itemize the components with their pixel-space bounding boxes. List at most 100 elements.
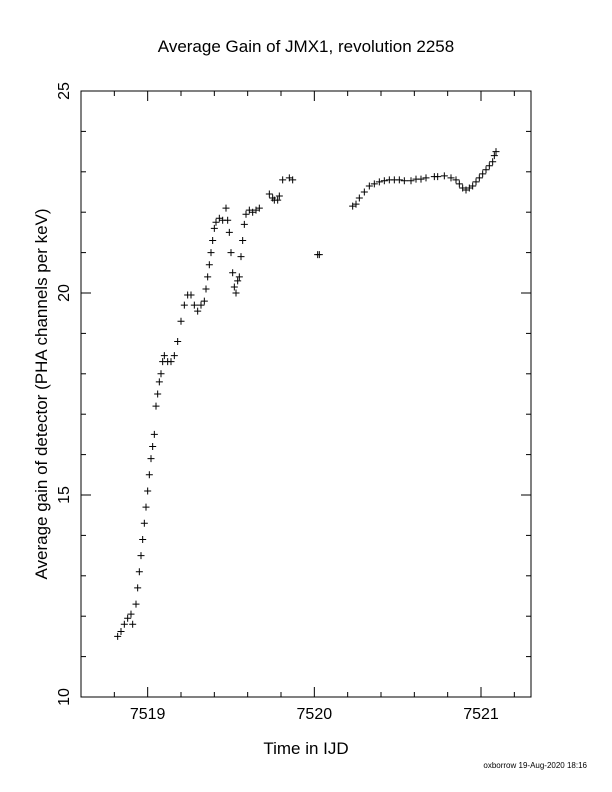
data-point [147,455,155,463]
data-point [422,174,430,182]
data-point [274,196,282,204]
data-point [129,620,137,628]
footer-credit: oxborrow 19-Aug-2020 18:16 [483,761,587,770]
data-point [190,301,198,309]
y-tick-label: 25 [56,82,73,100]
data-point [120,620,128,628]
data-point [155,378,163,386]
data-point [447,174,455,182]
data-point [240,220,248,228]
data-point [255,204,263,212]
data-point [265,190,273,198]
data-point [204,273,212,281]
data-point [375,178,383,186]
data-point [482,166,490,174]
data-point [210,224,218,232]
data-point [490,152,498,160]
data-point [187,291,195,299]
data-point [279,176,287,184]
data-point [114,632,122,640]
data-point [370,180,378,188]
x-tick-label: 7521 [463,706,499,723]
y-axis-label: Average gain of detector (PHA channels p… [32,208,51,579]
data-point [434,173,442,181]
y-tick-label: 20 [56,284,73,302]
data-point [360,188,368,196]
x-tick-label: 7519 [130,706,166,723]
data-point [197,301,205,309]
data-point [440,172,448,180]
data-point [139,535,147,543]
y-tick-label: 15 [56,486,73,504]
data-point [202,285,210,293]
data-point [352,200,360,208]
data-point [134,584,142,592]
data-point [417,175,425,183]
data-point [315,251,323,259]
chart-title: Average Gain of JMX1, revolution 2258 [158,37,454,56]
data-point [239,236,247,244]
data-point [212,218,220,226]
data-point [492,148,500,156]
data-point [117,628,125,636]
x-axis-ticks: 7519 7520 7521 [80,91,515,723]
data-point [235,273,243,281]
data-point [144,487,152,495]
data-point [237,253,245,261]
x-axis-label: Time in IJD [263,739,348,758]
data-point [407,177,415,185]
data-point [200,297,208,305]
data-point [167,358,175,366]
data-point [174,337,182,345]
data-point [229,269,237,277]
data-point [152,402,160,410]
data-point [194,307,202,315]
data-point [469,182,477,190]
data-point [234,277,242,285]
data-point [132,600,140,608]
data-point [150,430,158,438]
data-point [170,352,178,360]
data-point [289,176,297,184]
y-tick-label: 10 [56,688,73,706]
data-point [140,519,148,527]
data-point [157,370,165,378]
data-point [145,471,153,479]
data-point [475,174,483,182]
data-point [485,162,493,170]
data-point [154,390,162,398]
data-point [142,503,150,511]
y-axis-ticks: 10 15 20 25 [56,82,531,706]
data-point [455,180,463,188]
data-points [114,148,500,640]
data-point [452,176,460,184]
plot-frame [80,90,532,698]
data-point [230,283,238,291]
data-point [355,194,363,202]
data-point [479,170,487,178]
data-point [177,317,185,325]
data-point [227,249,235,257]
data-point [205,261,213,269]
data-point [365,182,373,190]
data-point [275,192,283,200]
data-point [124,614,132,622]
data-point [395,176,403,184]
data-point [137,552,145,560]
data-point [135,568,143,576]
data-point [242,210,250,218]
data-point [472,178,480,186]
x-tick-label: 7520 [297,706,333,723]
data-point [127,610,135,618]
data-point [380,177,388,185]
data-point [149,443,157,451]
data-point [224,216,232,224]
data-point [207,249,215,257]
data-point [232,289,240,297]
data-point [160,352,168,360]
data-point [225,228,233,236]
data-point [222,204,230,212]
data-point [209,236,217,244]
data-point [489,158,497,166]
